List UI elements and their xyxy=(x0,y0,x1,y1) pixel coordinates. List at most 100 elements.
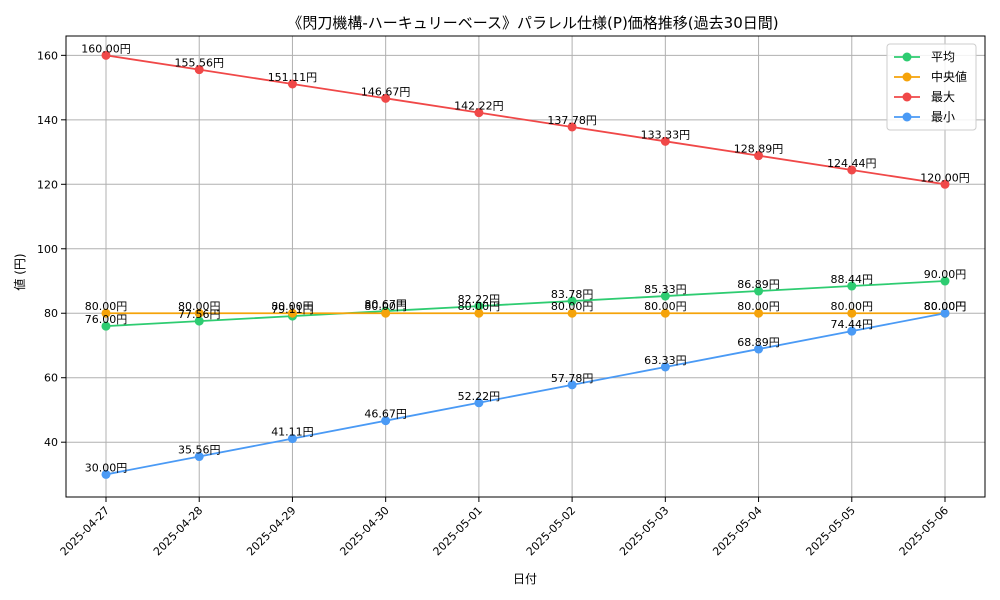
data-point xyxy=(567,122,577,132)
data-point xyxy=(194,452,204,462)
data-label: 35.56円 xyxy=(178,444,221,457)
legend-item: 中央値 xyxy=(894,69,967,84)
y-tick-label: 100 xyxy=(37,243,58,256)
data-label: 74.44円 xyxy=(831,318,874,331)
data-point xyxy=(381,93,391,103)
data-label: 82.22円 xyxy=(458,293,501,306)
y-tick-label: 160 xyxy=(37,49,58,62)
data-label: 80.00円 xyxy=(737,300,780,313)
data-label: 80.00円 xyxy=(644,300,687,313)
data-point xyxy=(567,380,577,390)
y-tick-label: 80 xyxy=(44,307,58,320)
data-point xyxy=(754,151,764,161)
data-label: 77.56円 xyxy=(178,308,221,321)
legend-label: 平均 xyxy=(931,50,955,64)
y-axis-label: 値 (円) xyxy=(12,253,27,290)
data-label: 80.00円 xyxy=(924,300,967,313)
grid-lines xyxy=(66,36,985,497)
data-label: 80.00円 xyxy=(364,300,407,313)
data-point xyxy=(474,398,484,408)
plot-frame xyxy=(65,35,986,498)
data-point xyxy=(381,416,391,426)
data-point xyxy=(660,291,670,301)
data-label: 30.00円 xyxy=(85,461,128,474)
data-point xyxy=(940,308,950,318)
y-tick-label: 60 xyxy=(44,372,58,385)
data-point xyxy=(754,286,764,296)
legend-marker xyxy=(902,112,912,122)
data-point xyxy=(194,308,204,318)
series-2 xyxy=(101,50,950,189)
data-label: 80.00円 xyxy=(271,300,314,313)
data-label: 146.67円 xyxy=(361,85,411,98)
data-point xyxy=(847,281,857,291)
data-label: 133.33円 xyxy=(641,128,691,141)
data-label: 80.00円 xyxy=(85,300,128,313)
data-point xyxy=(660,308,670,318)
y-tick-label: 40 xyxy=(44,436,58,449)
data-label: 88.44円 xyxy=(831,273,874,286)
data-point xyxy=(287,308,297,318)
data-label: 86.89円 xyxy=(737,278,780,291)
data-label: 83.78円 xyxy=(551,288,594,301)
legend-marker xyxy=(902,72,912,82)
data-label: 80.00円 xyxy=(458,300,501,313)
x-axis-label: 日付 xyxy=(513,572,537,586)
data-label: 128.89円 xyxy=(734,143,784,156)
data-point xyxy=(847,165,857,175)
data-label: 52.22円 xyxy=(458,390,501,403)
data-label: 160.00円 xyxy=(81,42,131,55)
data-point xyxy=(474,108,484,118)
data-point xyxy=(381,308,391,318)
data-point xyxy=(101,469,111,479)
legend-label: 最小 xyxy=(931,110,955,124)
series-layer xyxy=(101,50,950,479)
chart-title: 《閃刀機構-ハーキュリーベース》パラレル仕様(P)価格推移(過去30日間) xyxy=(287,14,778,32)
data-point xyxy=(287,434,297,444)
data-label: 79.11円 xyxy=(271,303,314,316)
data-label: 155.56円 xyxy=(174,57,224,70)
data-point xyxy=(474,308,484,318)
data-point xyxy=(940,179,950,189)
data-label: 120.00円 xyxy=(920,171,970,184)
data-point xyxy=(847,326,857,336)
legend-marker xyxy=(902,52,912,62)
legend-item: 最小 xyxy=(894,110,955,124)
series-line xyxy=(105,54,946,186)
y-tick-label: 140 xyxy=(37,114,58,127)
data-point xyxy=(567,296,577,306)
legend-marker xyxy=(902,92,912,102)
data-point xyxy=(194,65,204,75)
data-point xyxy=(101,308,111,318)
data-point xyxy=(940,276,950,286)
data-label: 90.00円 xyxy=(924,268,967,281)
data-label: 41.11円 xyxy=(271,426,314,439)
legend-item: 平均 xyxy=(894,50,955,64)
series-line xyxy=(105,280,946,328)
data-point xyxy=(474,301,484,311)
data-label: 137.78円 xyxy=(547,114,597,127)
data-label: 80.67円 xyxy=(364,298,407,311)
series-3 xyxy=(101,308,950,479)
data-point xyxy=(567,308,577,318)
data-label: 124.44円 xyxy=(827,157,877,170)
data-point xyxy=(194,316,204,326)
series-line xyxy=(105,312,946,476)
data-point xyxy=(847,308,857,318)
data-point xyxy=(101,50,111,60)
data-label: 142.22円 xyxy=(454,100,504,113)
data-point xyxy=(754,344,764,354)
data-labels-layer: 76.00円 77.56円 79.11円 80.67円 82.22円 83.78円 85.3… xyxy=(81,42,970,474)
data-label: 80.00円 xyxy=(831,300,874,313)
data-point xyxy=(754,308,764,318)
data-label: 80.00円 xyxy=(551,300,594,313)
data-label: 76.00円 xyxy=(85,313,128,326)
legend-label: 最大 xyxy=(931,90,955,104)
data-label: 57.78円 xyxy=(551,372,594,385)
data-label: 80.00円 xyxy=(178,300,221,313)
data-point xyxy=(287,79,297,89)
